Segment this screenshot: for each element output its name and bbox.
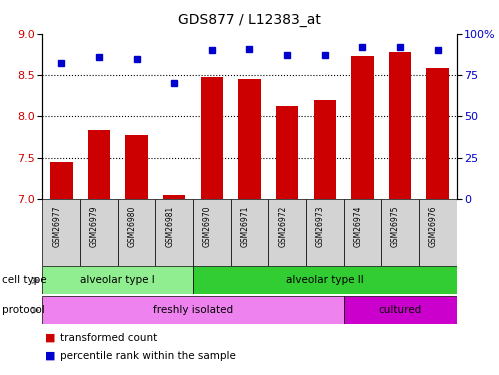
- Text: GSM26973: GSM26973: [316, 206, 325, 247]
- Bar: [88, 130, 110, 199]
- Text: GSM26972: GSM26972: [278, 206, 287, 247]
- Text: freshly isolated: freshly isolated: [153, 305, 233, 315]
- Text: GSM26970: GSM26970: [203, 206, 212, 247]
- Bar: [381, 199, 419, 266]
- Bar: [42, 266, 193, 294]
- Bar: [268, 199, 306, 266]
- Text: cell type: cell type: [2, 275, 47, 285]
- Bar: [306, 199, 344, 266]
- Text: GDS877 / L12383_at: GDS877 / L12383_at: [178, 13, 321, 27]
- Text: alveolar type II: alveolar type II: [286, 275, 364, 285]
- Bar: [125, 135, 148, 199]
- Bar: [231, 199, 268, 266]
- Bar: [419, 199, 457, 266]
- Bar: [238, 79, 261, 199]
- Text: GSM26979: GSM26979: [90, 206, 99, 247]
- Text: GSM26971: GSM26971: [241, 206, 250, 247]
- Text: GSM26975: GSM26975: [391, 206, 400, 247]
- Bar: [351, 56, 374, 199]
- Bar: [389, 52, 411, 199]
- Bar: [42, 199, 80, 266]
- Text: GSM26981: GSM26981: [165, 206, 174, 247]
- Bar: [313, 100, 336, 199]
- Text: ■: ■: [45, 333, 55, 343]
- Text: GSM26976: GSM26976: [429, 206, 438, 247]
- Bar: [193, 266, 457, 294]
- Text: alveolar type I: alveolar type I: [80, 275, 155, 285]
- Bar: [344, 199, 381, 266]
- Bar: [42, 296, 344, 324]
- Bar: [118, 199, 155, 266]
- Bar: [50, 162, 72, 199]
- Bar: [163, 195, 186, 199]
- Text: ■: ■: [45, 351, 55, 361]
- Text: transformed count: transformed count: [60, 333, 157, 343]
- Text: GSM26977: GSM26977: [52, 206, 61, 247]
- Text: percentile rank within the sample: percentile rank within the sample: [60, 351, 236, 361]
- Text: cultured: cultured: [378, 305, 422, 315]
- Bar: [276, 106, 298, 199]
- Bar: [344, 296, 457, 324]
- Bar: [201, 78, 223, 199]
- Bar: [193, 199, 231, 266]
- Bar: [155, 199, 193, 266]
- Text: GSM26974: GSM26974: [353, 206, 362, 247]
- Bar: [427, 68, 449, 199]
- Text: GSM26980: GSM26980: [128, 206, 137, 247]
- Text: protocol: protocol: [2, 305, 45, 315]
- Bar: [80, 199, 118, 266]
